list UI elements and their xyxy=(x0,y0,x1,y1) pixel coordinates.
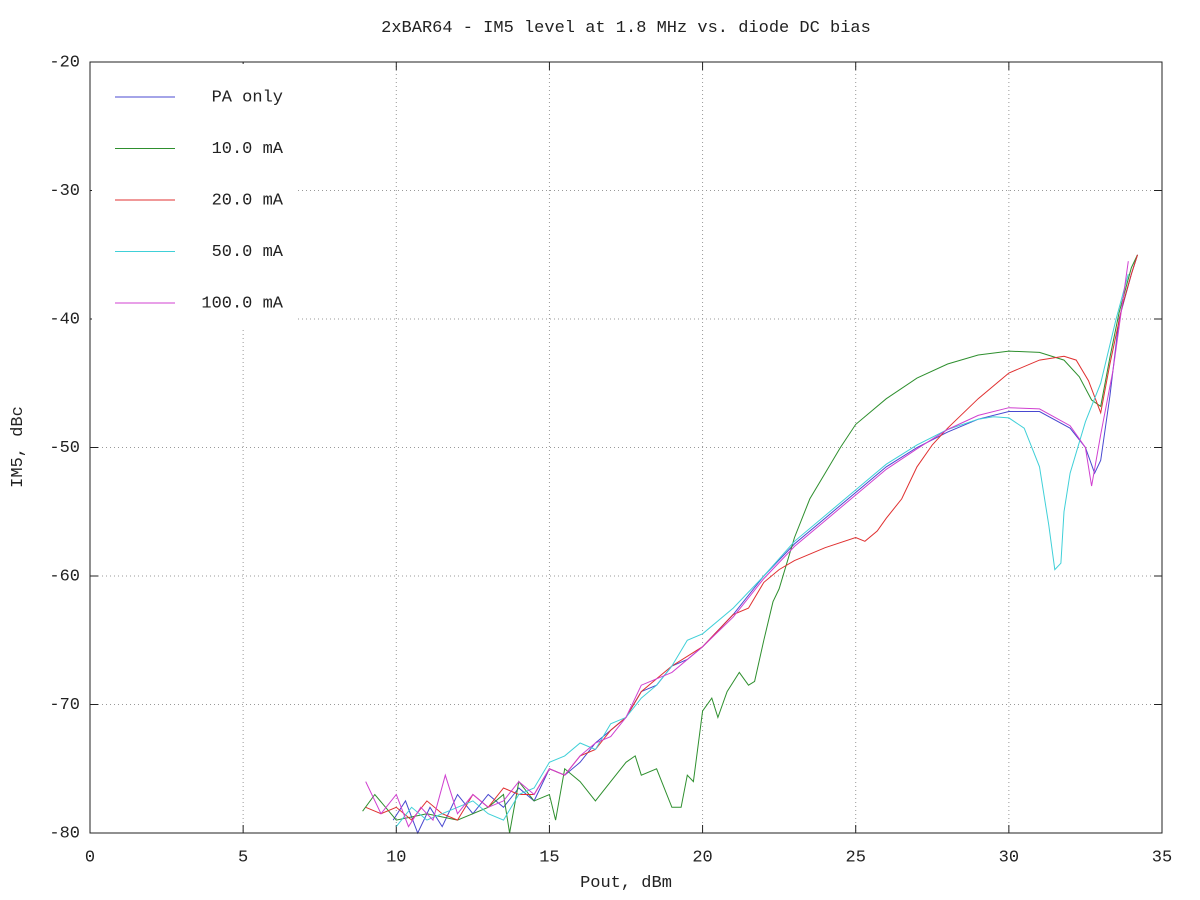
y-tick-label: -40 xyxy=(49,310,80,329)
chart-title: 2xBAR64 - IM5 level at 1.8 MHz vs. diode… xyxy=(381,19,871,38)
y-tick-label: -70 xyxy=(49,696,80,715)
legend: PA only 10.0 mA 20.0 mA 50.0 mA 100.0 mA xyxy=(92,64,298,328)
y-axis-label: IM5, dBc xyxy=(9,406,28,488)
y-tick-label: -60 xyxy=(49,567,80,586)
series-line xyxy=(395,273,1129,827)
x-tick-label: 30 xyxy=(999,848,1019,867)
plot-frame xyxy=(89,61,1163,834)
x-tick-label: 0 xyxy=(85,848,95,867)
y-tick-label: -80 xyxy=(49,824,80,843)
grid: -80 -70 -60 -50 -40 -30 -20 0 5 10 15 20 25 30 35 xyxy=(49,53,1172,867)
plot-lines xyxy=(362,254,1138,835)
x-tick-label: 35 xyxy=(1152,848,1172,867)
legend-background xyxy=(92,64,298,328)
legend-label: 50.0 mA xyxy=(212,243,284,262)
y-tick-label: -30 xyxy=(49,182,80,201)
x-tick-label: 5 xyxy=(238,848,248,867)
legend-label: PA only xyxy=(212,88,283,107)
x-axis-label: Pout, dBm xyxy=(580,874,672,893)
legend-label: 10.0 mA xyxy=(212,140,284,159)
x-tick-label: 10 xyxy=(386,848,406,867)
y-tick-label: -50 xyxy=(49,439,80,458)
x-tick-label: 15 xyxy=(539,848,559,867)
legend-label: 20.0 mA xyxy=(212,191,284,210)
series-line xyxy=(365,254,1138,821)
series-line xyxy=(365,261,1129,828)
series-line xyxy=(392,254,1138,835)
y-tick-label: -20 xyxy=(49,53,80,72)
series-line xyxy=(362,254,1138,834)
x-tick-label: 25 xyxy=(846,848,866,867)
x-tick-label: 20 xyxy=(692,848,712,867)
legend-label: 100.0 mA xyxy=(201,294,283,313)
